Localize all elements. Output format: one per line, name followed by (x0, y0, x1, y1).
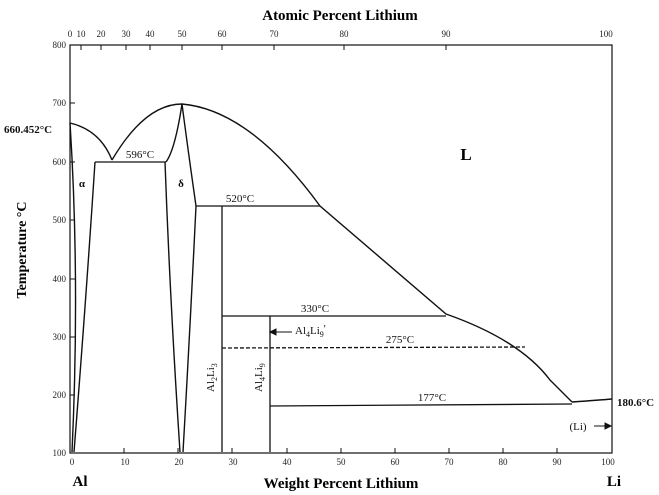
li-end-label: Li (607, 474, 621, 490)
plot-frame (69, 44, 613, 454)
left-axis-title: Temperature °C (15, 202, 30, 299)
top-axis-title: Atomic Percent Lithium (262, 8, 418, 24)
invariant-lines (95, 161, 573, 407)
bottom-tick-80: 80 (499, 457, 509, 467)
y-tick-100: 100 (53, 448, 67, 458)
top-tick-40: 40 (146, 29, 156, 39)
li-melting-label: 180.6°C (617, 397, 654, 409)
temp-177-label: 177°C (418, 392, 446, 404)
top-tick-30: 30 (122, 29, 132, 39)
y-tick-200: 200 (53, 390, 67, 400)
bottom-tick-90: 90 (553, 457, 563, 467)
bottom-axis-title: Weight Percent Lithium (264, 476, 419, 492)
top-tick-0: 0 (68, 29, 73, 39)
alpha-label: α (79, 178, 86, 190)
y-tick-800: 800 (53, 40, 67, 50)
bottom-tick-100: 100 (601, 457, 615, 467)
temp-520-label: 520°C (226, 193, 254, 205)
top-tick-60: 60 (218, 29, 228, 39)
y-tick-600: 600 (53, 157, 67, 167)
top-tick-90: 90 (442, 29, 452, 39)
y-tick-300: 300 (53, 332, 67, 342)
y-tick-500: 500 (53, 215, 67, 225)
bottom-tick-40: 40 (283, 457, 293, 467)
bottom-tick-20: 20 (175, 457, 185, 467)
bottom-tick-50: 50 (337, 457, 347, 467)
top-tick-80: 80 (340, 29, 350, 39)
line-275-dashed (221, 346, 526, 349)
compound-lines (221, 206, 271, 452)
top-tick-70: 70 (270, 29, 280, 39)
y-tick-400: 400 (53, 274, 67, 284)
liquid-label: L (460, 145, 471, 164)
al4li9-prime-label: Al4Li9' (295, 323, 326, 339)
al4li9-prime-arrow (268, 328, 292, 336)
delta-label: δ (178, 178, 184, 190)
bottom-tick-marks (123, 448, 558, 453)
bottom-tick-60: 60 (391, 457, 401, 467)
left-axis-ticks: 100 200 300 400 500 600 700 800 (53, 40, 67, 458)
li-phase-arrow (594, 422, 613, 430)
al-end-label: Al (73, 474, 88, 490)
bottom-tick-70: 70 (445, 457, 455, 467)
al2li3-label: Al2Li3 (205, 363, 219, 392)
bottom-tick-0: 0 (70, 457, 75, 467)
al4li9-label: Al4Li9 (253, 363, 267, 392)
temp-275-label: 275°C (386, 334, 414, 346)
top-tick-50: 50 (178, 29, 188, 39)
top-tick-marks (80, 45, 447, 50)
top-tick-20: 20 (97, 29, 107, 39)
phase-boundaries (69, 103, 613, 453)
line-177 (269, 403, 573, 407)
bottom-tick-30: 30 (229, 457, 239, 467)
top-tick-10: 10 (77, 29, 87, 39)
top-axis-ticks: 0 10 20 30 40 50 60 70 80 90 100 (68, 29, 614, 39)
li-phase-label: (Li) (569, 421, 586, 433)
bottom-tick-10: 10 (121, 457, 131, 467)
temp-330-label: 330°C (301, 303, 329, 315)
al-melting-label: 660.452°C (4, 124, 52, 136)
y-tick-700: 700 (53, 98, 67, 108)
top-tick-100: 100 (599, 29, 613, 39)
bottom-axis-ticks: 0 10 20 30 40 50 60 70 80 90 100 (70, 457, 616, 467)
temp-596-label: 596°C (126, 149, 154, 161)
